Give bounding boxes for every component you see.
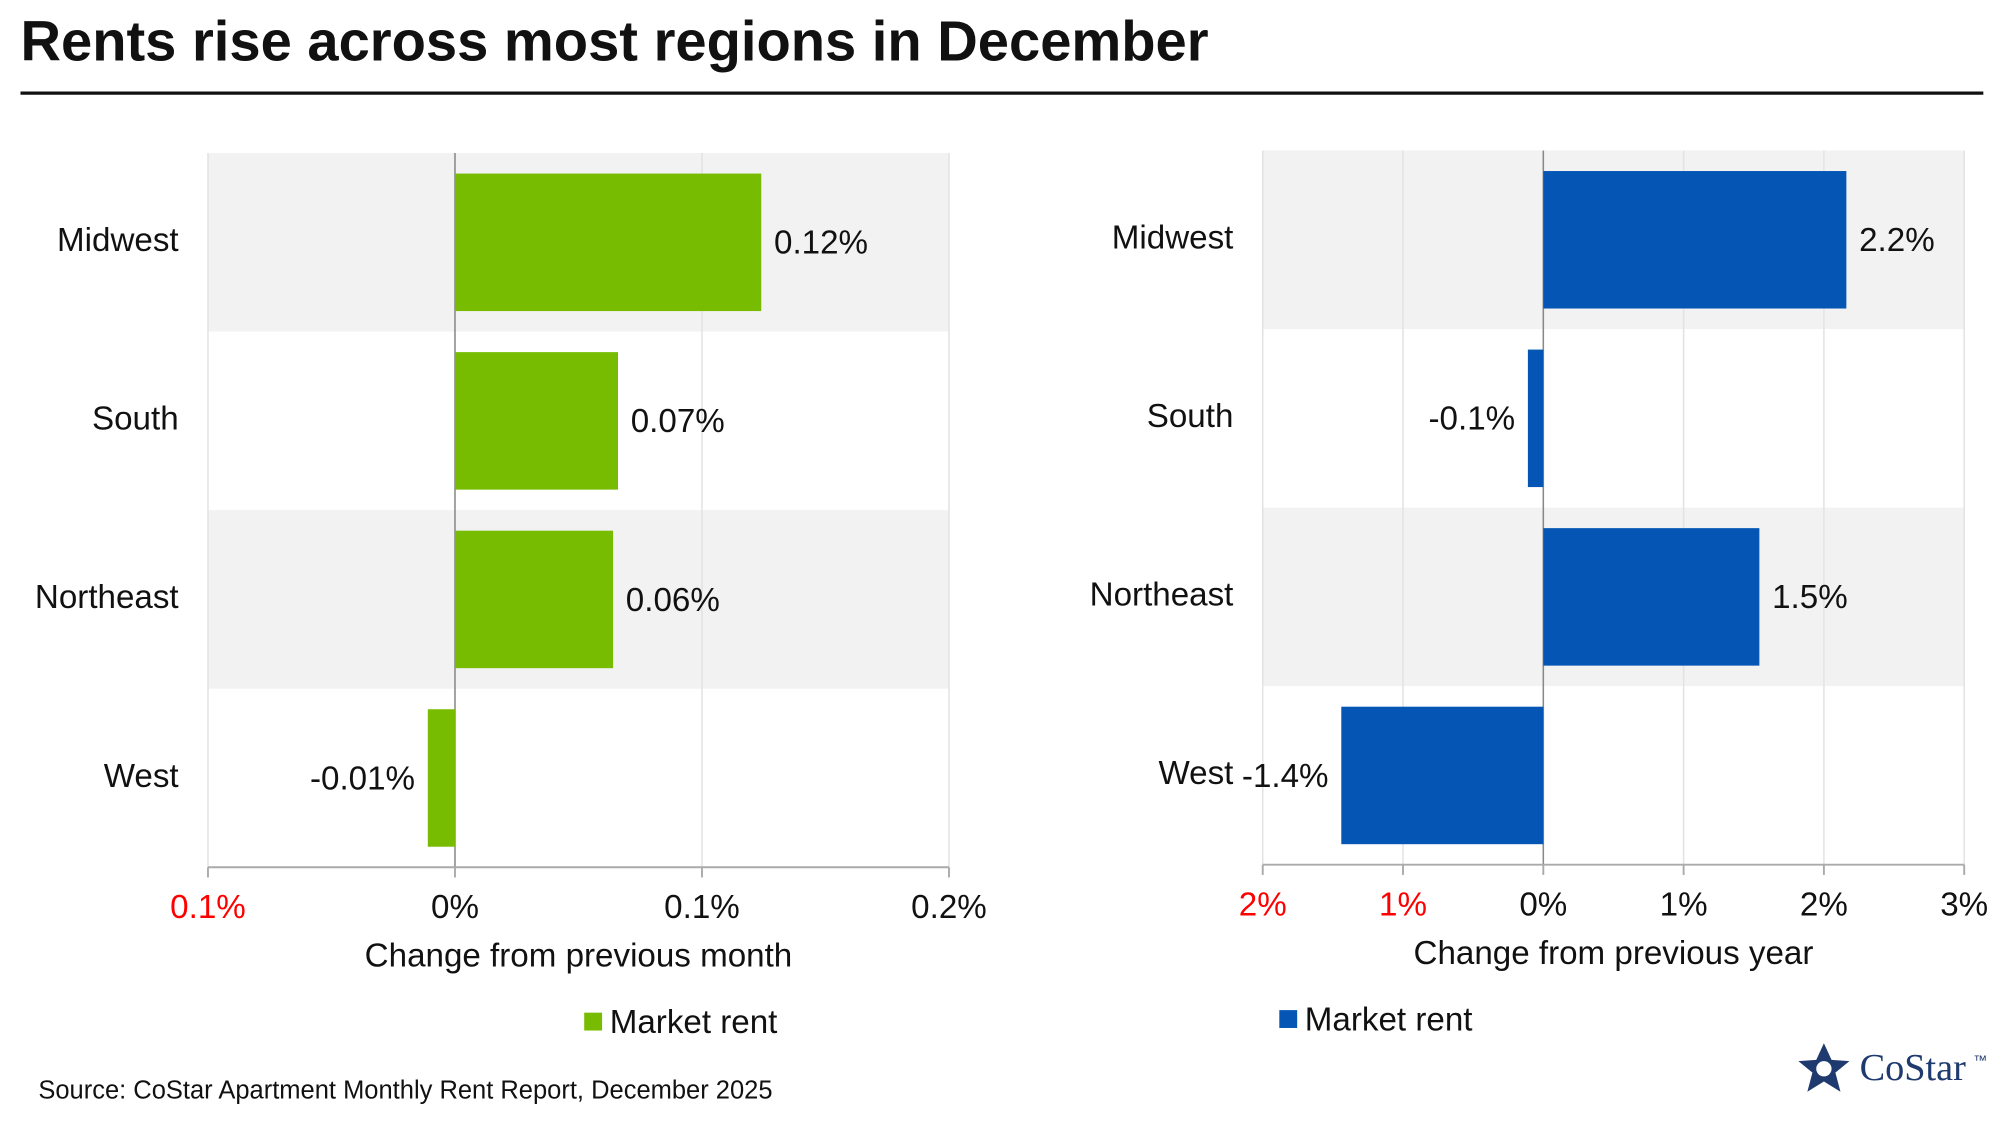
x-tick-label: 0% — [431, 889, 479, 926]
legend-swatch — [1279, 1010, 1298, 1028]
logo-icon — [1798, 1043, 1850, 1092]
x-tick-label: 2% — [1239, 887, 1287, 924]
value-label: 1.5% — [1772, 579, 1848, 616]
bar — [1543, 528, 1760, 666]
x-tick-label: 0.1% — [664, 889, 740, 926]
source: Source: CoStar Apartment Monthly Rent Re… — [38, 1076, 772, 1104]
value-label: 0.07% — [631, 403, 725, 440]
y-tick-label: West — [1158, 755, 1233, 792]
x-tick-label: 3% — [1940, 887, 1988, 924]
bar — [454, 530, 614, 669]
logo-text: CoStar — [1860, 1047, 1967, 1089]
y-tick-label: South — [1147, 398, 1234, 435]
bar — [1543, 171, 1847, 309]
x-tick-label: 2% — [1800, 887, 1848, 924]
y-tick-label: Northeast — [35, 579, 179, 616]
value-label: -0.01% — [310, 760, 415, 797]
y-tick-label: Midwest — [1112, 220, 1234, 257]
legend-swatch — [584, 1012, 603, 1031]
bar — [1527, 349, 1544, 488]
legend-label: Market rent — [610, 1004, 778, 1041]
y-tick-label: West — [104, 758, 179, 795]
x-tick-label: 0% — [1519, 887, 1567, 924]
bar — [454, 173, 762, 312]
value-label: -1.4% — [1242, 758, 1329, 795]
logo-mark: ™ — [1973, 1052, 1987, 1068]
chart-title: Rents rise across most regions in Decemb… — [20, 10, 1208, 73]
x-axis-title: Change from previous year — [1414, 935, 1814, 972]
bar — [427, 709, 455, 847]
x-tick-label: 1% — [1660, 887, 1708, 924]
y-tick-label: Northeast — [1090, 577, 1234, 614]
value-label: 0.12% — [774, 225, 868, 262]
y-tick-label: Midwest — [57, 222, 179, 259]
value-label: 2.2% — [1859, 222, 1935, 259]
y-tick-label: South — [92, 401, 179, 438]
legend-label: Market rent — [1305, 1001, 1473, 1038]
x-tick-label: 1% — [1379, 887, 1427, 924]
value-label: 0.06% — [626, 582, 720, 619]
value-label: -0.1% — [1429, 401, 1516, 438]
x-tick-label: 0.2% — [911, 889, 987, 926]
bar — [1341, 706, 1544, 845]
x-axis-title: Change from previous month — [365, 938, 793, 975]
x-tick-label: 0.1% — [170, 889, 246, 926]
bar — [454, 352, 619, 490]
